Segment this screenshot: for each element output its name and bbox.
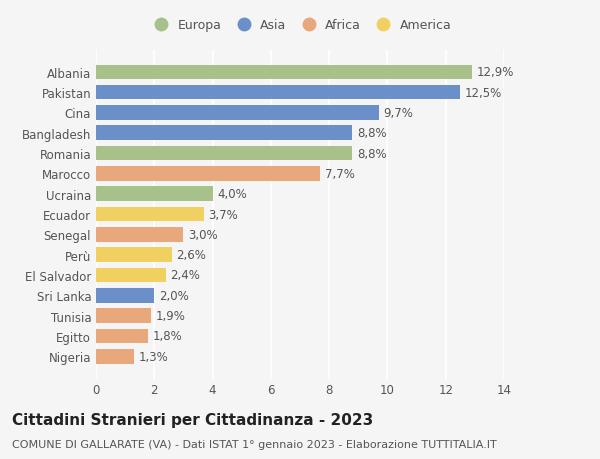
Bar — [96, 288, 154, 303]
Text: 1,3%: 1,3% — [138, 350, 168, 363]
Text: 1,8%: 1,8% — [153, 330, 182, 343]
Text: 8,8%: 8,8% — [357, 147, 386, 160]
Bar — [96, 349, 134, 364]
Bar — [96, 126, 352, 141]
Text: COMUNE DI GALLARATE (VA) - Dati ISTAT 1° gennaio 2023 - Elaborazione TUTTITALIA.: COMUNE DI GALLARATE (VA) - Dati ISTAT 1°… — [12, 440, 497, 449]
Legend: Europa, Asia, Africa, America: Europa, Asia, Africa, America — [143, 14, 457, 37]
Text: 12,5%: 12,5% — [464, 86, 502, 100]
Bar — [96, 228, 184, 242]
Text: 8,8%: 8,8% — [357, 127, 386, 140]
Bar — [96, 308, 151, 323]
Text: 2,6%: 2,6% — [176, 249, 206, 262]
Text: 2,0%: 2,0% — [158, 289, 188, 302]
Bar — [96, 268, 166, 283]
Bar — [96, 65, 472, 80]
Text: 1,9%: 1,9% — [156, 309, 185, 322]
Text: 3,7%: 3,7% — [208, 208, 238, 221]
Bar — [96, 187, 212, 202]
Bar — [96, 146, 352, 161]
Text: Cittadini Stranieri per Cittadinanza - 2023: Cittadini Stranieri per Cittadinanza - 2… — [12, 413, 373, 428]
Bar — [96, 207, 204, 222]
Text: 3,0%: 3,0% — [188, 229, 217, 241]
Text: 4,0%: 4,0% — [217, 188, 247, 201]
Bar — [96, 248, 172, 263]
Text: 9,7%: 9,7% — [383, 107, 413, 120]
Bar — [96, 329, 148, 343]
Bar — [96, 167, 320, 181]
Text: 12,9%: 12,9% — [476, 66, 514, 79]
Bar — [96, 106, 379, 121]
Text: 2,4%: 2,4% — [170, 269, 200, 282]
Bar — [96, 86, 460, 100]
Text: 7,7%: 7,7% — [325, 168, 355, 180]
